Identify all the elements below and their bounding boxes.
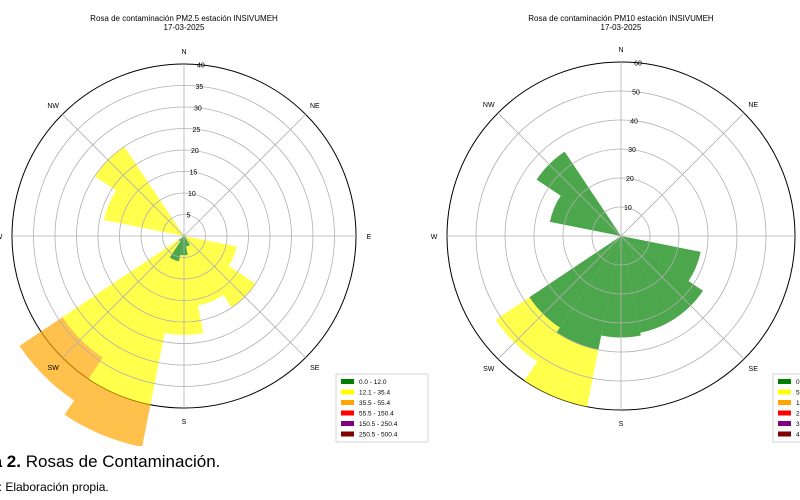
direction-label-NW: NW: [483, 102, 495, 109]
grid-spoke: [497, 235, 622, 360]
direction-label-SW: SW: [48, 365, 60, 372]
figure-caption-label: ra 2.: [0, 452, 21, 471]
polar-plot: 102030405060NNEESESSWWNW: [431, 47, 796, 428]
legend-swatch: [341, 421, 354, 426]
radial-tick-label: 30: [194, 105, 202, 112]
legend-swatch: [778, 389, 791, 395]
legend-label: 0: [796, 379, 800, 386]
grid-spoke: [497, 112, 622, 237]
legend-label: 0.0 - 12.0: [359, 379, 387, 386]
direction-label-NE: NE: [310, 103, 320, 110]
legend: 0.0 - 12.0 12.1 - 35.4 35.5 - 55.4 55.5 - 1…: [335, 373, 429, 443]
chart-subtitle: 17-03-2025: [601, 23, 642, 32]
radial-tick-label: 5: [186, 213, 190, 220]
grid-spoke: [183, 114, 306, 237]
radial-tick-label: 35: [195, 84, 203, 91]
radial-tick-label: 60: [634, 60, 642, 67]
direction-label-NW: NW: [47, 103, 59, 110]
radial-tick-label: 40: [197, 62, 205, 69]
rose-sector-292.5-1: [549, 195, 621, 236]
legend-box: [335, 373, 429, 443]
direction-label-W: W: [0, 234, 3, 241]
windrose-chart-2: Rosa de contaminación PM10 estación INSI…: [431, 14, 800, 443]
direction-label-NE: NE: [748, 102, 758, 109]
chart-subtitle: 17-03-2025: [164, 23, 205, 32]
figure-caption-text: Rosas de Contaminación.: [20, 452, 221, 471]
legend-label: 12.1 - 35.4: [359, 390, 390, 397]
legend-label: 1: [796, 400, 800, 407]
legend-label: 55.5 - 150.4: [359, 411, 394, 418]
radial-tick-label: 15: [189, 170, 197, 177]
direction-label-W: W: [431, 234, 438, 241]
radial-tick-label: 40: [630, 118, 638, 125]
rose-sector-112.5-1: [621, 236, 701, 282]
rose-sector-202.5-1: [556, 236, 621, 350]
rose-sector-225-3: [19, 317, 103, 401]
legend-swatch: [778, 421, 791, 426]
legend-label: 2: [796, 411, 800, 418]
legend-label: 3: [796, 421, 800, 428]
figure-source: e: Elaboración propia.: [0, 480, 109, 494]
rose-sector-157.5-1: [184, 236, 190, 247]
chart-title: Rosa de contaminación PM2.5 estación INS…: [90, 14, 278, 23]
direction-label-N: N: [618, 47, 623, 54]
figure-caption: ra 2. Rosas de Contaminación.: [0, 452, 220, 472]
radial-tick-label: 20: [626, 176, 634, 183]
legend-label: 4: [796, 432, 800, 439]
grid-spoke: [62, 235, 185, 358]
rose-sector-202.5-3: [64, 379, 151, 446]
windrose-chart-1: Rosa de contaminación PM2.5 estación INS…: [0, 14, 429, 446]
direction-label-SW: SW: [483, 366, 495, 373]
legend-label: 35.5 - 55.4: [359, 400, 390, 407]
legend-swatch: [341, 431, 354, 437]
legend: 0 5 1 2 3 4: [772, 373, 800, 443]
radial-tick-label: 25: [192, 127, 200, 134]
radial-tick-label: 10: [624, 205, 632, 212]
rose-sector-112.5-1: [184, 236, 237, 266]
legend-label: 5: [796, 390, 800, 397]
rose-sector-157.5-1: [621, 236, 676, 333]
grid-spoke: [620, 235, 745, 360]
legend-swatch: [778, 379, 791, 384]
polar-plot: 5 10 15 20 25 30 35 40 N NE E SE S SW W NW: [0, 49, 372, 446]
rose-sector-202.5-2: [524, 332, 599, 407]
grid-spoke: [620, 112, 745, 237]
legend-swatch: [341, 410, 354, 416]
legend-swatch: [341, 379, 354, 384]
legend-swatch: [341, 389, 354, 395]
grid-spoke: [62, 114, 185, 237]
direction-label-N: N: [181, 49, 186, 56]
legend-swatch: [778, 431, 791, 437]
direction-label-E: E: [367, 234, 372, 241]
legend-swatch: [341, 400, 354, 405]
radial-tick-label: 30: [628, 147, 636, 154]
direction-label-SE: SE: [749, 366, 759, 373]
rose-sector-157.5-2: [186, 244, 224, 306]
radial-tick-label: 10: [188, 191, 196, 198]
direction-label-S: S: [182, 419, 187, 426]
chart-title: Rosa de contaminación PM10 estación INSI…: [528, 14, 714, 23]
legend-label: 250.5 - 500.4: [359, 432, 398, 439]
direction-label-S: S: [619, 421, 624, 428]
radial-tick-label: 20: [191, 148, 199, 155]
rose-sector-292.5-1: [103, 190, 184, 236]
legend-label: 150.5 - 250.4: [359, 421, 398, 428]
grid-spoke: [183, 235, 306, 358]
radial-tick-label: 50: [632, 89, 640, 96]
legend-box: [772, 373, 800, 443]
legend-swatch: [778, 400, 791, 405]
direction-label-SE: SE: [310, 365, 320, 372]
legend-swatch: [778, 410, 791, 416]
